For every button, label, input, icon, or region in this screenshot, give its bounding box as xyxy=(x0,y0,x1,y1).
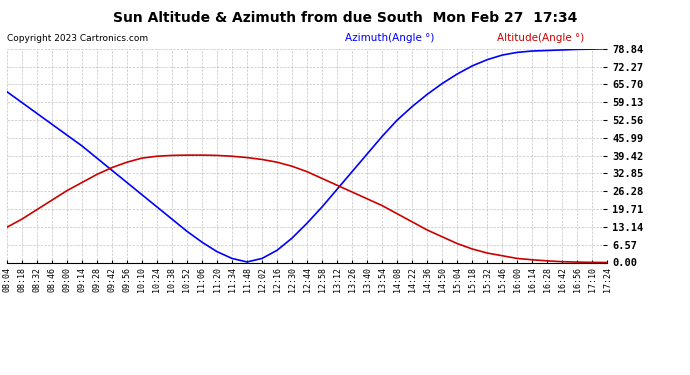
Text: Copyright 2023 Cartronics.com: Copyright 2023 Cartronics.com xyxy=(7,34,148,43)
Text: Azimuth(Angle °): Azimuth(Angle °) xyxy=(345,33,435,43)
Text: Sun Altitude & Azimuth from due South  Mon Feb 27  17:34: Sun Altitude & Azimuth from due South Mo… xyxy=(112,11,578,25)
Text: Altitude(Angle °): Altitude(Angle °) xyxy=(497,33,584,43)
